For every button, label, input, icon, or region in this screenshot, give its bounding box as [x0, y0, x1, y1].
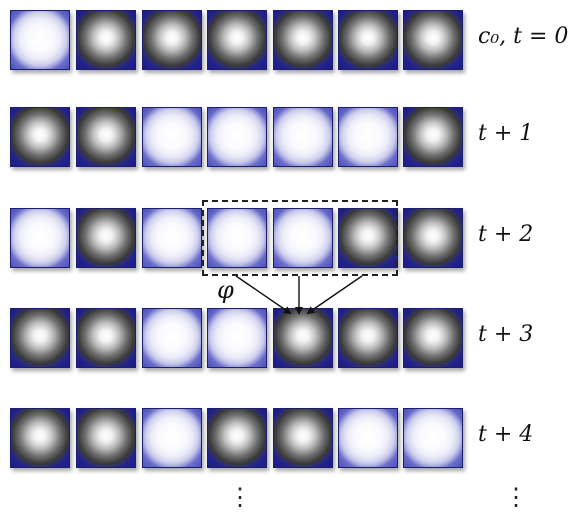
cell-off	[76, 308, 136, 368]
cell-on	[403, 408, 463, 468]
cell-off	[10, 408, 70, 468]
cell-off	[273, 408, 333, 468]
automaton-row: t + 4	[0, 408, 576, 478]
row-label: t + 4	[478, 422, 534, 447]
cell-off	[76, 408, 136, 468]
cell-on	[10, 10, 70, 70]
automaton-row: c₀, t = 0	[0, 10, 576, 80]
cell-on	[338, 408, 398, 468]
cell-on	[207, 308, 267, 368]
cell-on	[142, 107, 202, 167]
cell-off	[403, 308, 463, 368]
row-label: c₀, t = 0	[478, 24, 569, 49]
cell-off	[10, 308, 70, 368]
cell-off	[76, 208, 136, 268]
cell-off	[273, 308, 333, 368]
continuation-dots-left: ⋮	[228, 483, 252, 511]
cell-off	[10, 107, 70, 167]
continuation-dots-right: ⋮	[504, 483, 528, 511]
cell-off	[76, 107, 136, 167]
cell-on	[142, 308, 202, 368]
cell-on	[142, 208, 202, 268]
cell-off	[403, 208, 463, 268]
cell-off	[403, 10, 463, 70]
cell-off	[273, 10, 333, 70]
cell-off	[207, 10, 267, 70]
neighborhood-box	[202, 200, 398, 276]
cell-on	[10, 208, 70, 268]
automaton-row: t + 1	[0, 107, 576, 177]
cell-off	[338, 10, 398, 70]
cell-on	[338, 107, 398, 167]
cell-off	[207, 408, 267, 468]
cell-on	[273, 208, 333, 268]
row-label: t + 3	[478, 322, 534, 347]
rule-label: φ	[217, 276, 234, 304]
cell-off	[142, 10, 202, 70]
cell-off	[76, 10, 136, 70]
cell-off	[338, 308, 398, 368]
automaton-row: t + 2	[0, 208, 576, 278]
cell-off	[403, 107, 463, 167]
cell-on	[207, 107, 267, 167]
cell-on	[142, 408, 202, 468]
automaton-row: t + 3	[0, 308, 576, 378]
cell-on	[273, 107, 333, 167]
row-label: t + 1	[478, 121, 534, 146]
row-label: t + 2	[478, 222, 534, 247]
cell-on	[207, 208, 267, 268]
